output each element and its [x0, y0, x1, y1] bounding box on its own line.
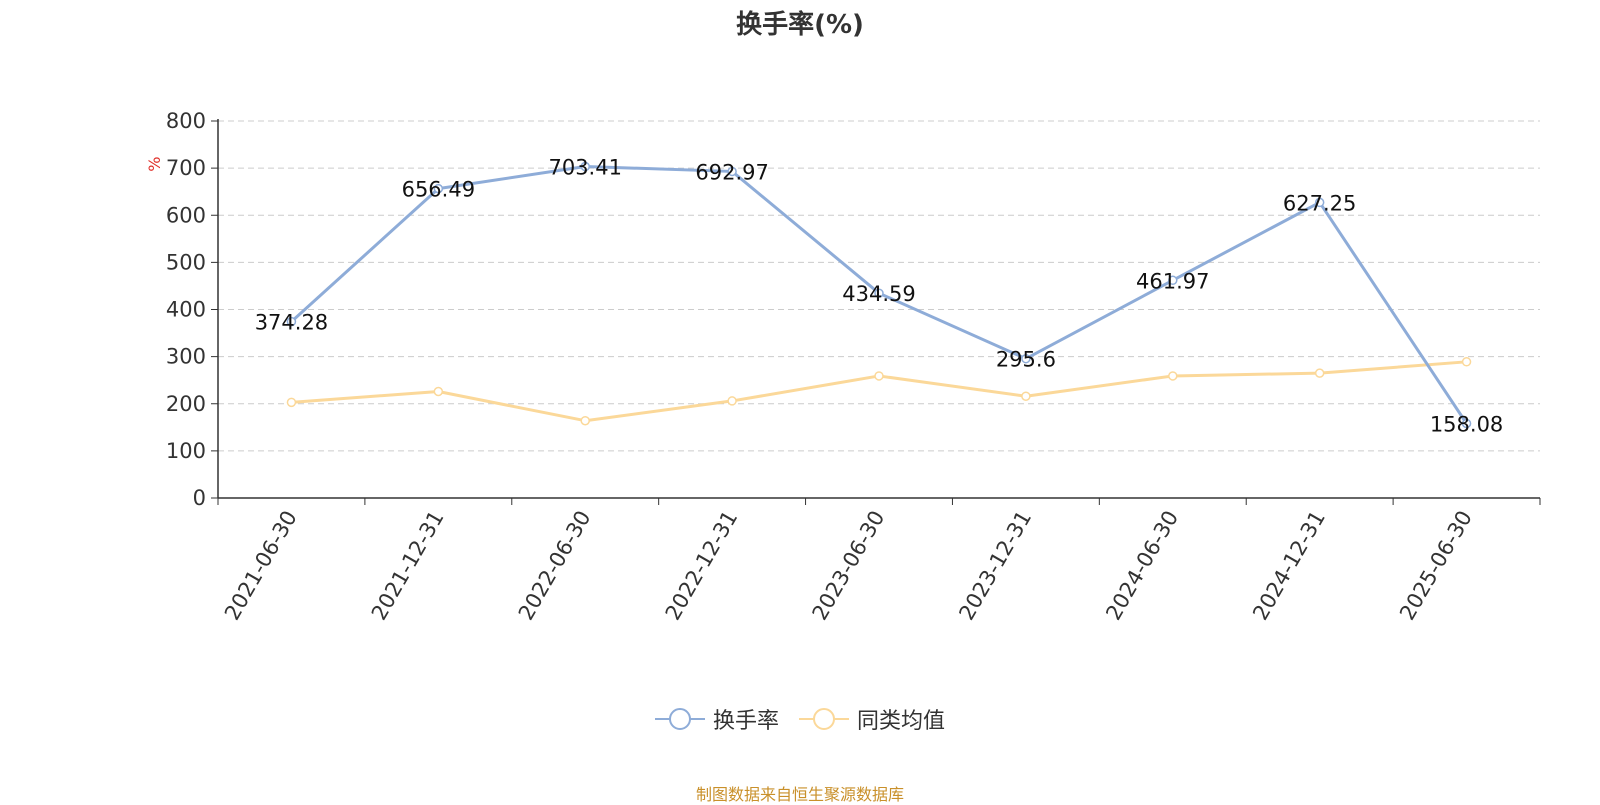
- y-tick-label: 800: [166, 109, 206, 133]
- data-label: 692.97: [695, 160, 768, 184]
- y-axis-unit-label: %: [145, 157, 164, 172]
- peer-average-data-point[interactable]: [727, 396, 737, 406]
- legend: 换手率 同类均值: [0, 703, 1600, 735]
- turnover-data-point[interactable]: [1461, 418, 1472, 429]
- legend-line-circle-icon: [799, 708, 849, 730]
- data-labels: 374.28 656.49 703.41 692.97 434.59 295.6 461.9…: [255, 156, 1504, 437]
- x-tick-label: 2022-06-30: [514, 507, 596, 625]
- legend-label: 同类均值: [857, 709, 946, 734]
- data-label: 627.25: [1283, 191, 1356, 215]
- peer-average-data-point[interactable]: [286, 397, 297, 408]
- peer-average-data-point[interactable]: [1021, 391, 1031, 401]
- y-tick-label: 400: [166, 298, 206, 322]
- data-label: 656.49: [402, 178, 475, 202]
- peer-average-data-point[interactable]: [1168, 371, 1178, 381]
- turnover-data-point[interactable]: [286, 316, 297, 327]
- x-tick-label: 2023-06-30: [808, 507, 890, 625]
- y-tick-label: 700: [166, 156, 206, 180]
- data-label: 461.97: [1136, 269, 1209, 293]
- x-tick-label: 2022-12-31: [661, 507, 743, 625]
- turnover-data-point[interactable]: [1314, 197, 1325, 208]
- data-label: 703.41: [548, 156, 621, 180]
- data-label: 158.08: [1430, 413, 1503, 437]
- chart-title: 换手率(%): [736, 10, 864, 40]
- peer-average-data-point[interactable]: [1314, 368, 1325, 378]
- turnover-data-point[interactable]: [1021, 353, 1031, 364]
- legend-item-peer-average[interactable]: 同类均值: [799, 703, 945, 735]
- turnover-data-point[interactable]: [433, 183, 444, 194]
- source-note: 制图数据来自恒生聚源数据库: [695, 785, 904, 804]
- peer-average-data-point[interactable]: [433, 386, 444, 397]
- x-tick-label: 2023-12-31: [954, 507, 1036, 625]
- legend-line-circle-icon: [654, 708, 705, 730]
- peer-average-data-point[interactable]: [580, 415, 590, 426]
- x-tick-label: 2021-12-31: [367, 507, 449, 625]
- turnover-data-point[interactable]: [727, 166, 737, 177]
- series-layer: [286, 161, 1472, 429]
- turnover-data-point[interactable]: [874, 288, 884, 298]
- legend-label: 换手率: [712, 709, 779, 734]
- y-tick-label: 0: [193, 486, 206, 510]
- x-tick-label: 2021-06-30: [220, 507, 302, 625]
- x-tick-label: 2024-12-31: [1248, 507, 1330, 625]
- turnover-data-point[interactable]: [1168, 275, 1178, 286]
- y-tick-label: 200: [166, 392, 206, 416]
- peer-average-data-point[interactable]: [1461, 357, 1472, 367]
- y-tick-label: 100: [166, 439, 206, 463]
- axes: 0 100 200 300 400 500 600 700 800 2021-06-30 2021-…: [166, 109, 1541, 625]
- x-tick-label: 2024-06-30: [1101, 507, 1183, 625]
- turnover-data-point[interactable]: [580, 161, 590, 172]
- data-label: 434.59: [842, 282, 915, 306]
- x-tick-label: 2025-06-30: [1395, 507, 1477, 625]
- y-tick-label: 500: [166, 250, 206, 274]
- legend-item-turnover[interactable]: 换手率: [654, 703, 779, 735]
- y-tick-label: 600: [166, 203, 206, 227]
- data-label: 374.28: [255, 311, 328, 335]
- peer-average-series-line: [291, 360, 1467, 423]
- data-label: 295.6: [996, 348, 1056, 372]
- peer-average-data-point[interactable]: [874, 371, 884, 381]
- y-tick-label: 300: [166, 345, 206, 369]
- grid-lines: [218, 120, 1540, 452]
